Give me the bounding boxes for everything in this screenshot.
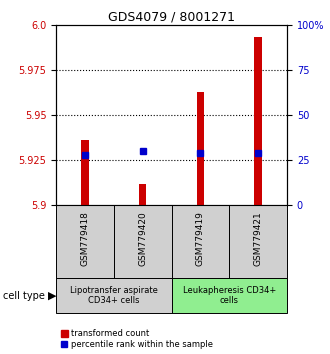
- Text: GSM779421: GSM779421: [254, 211, 263, 266]
- Text: GSM779418: GSM779418: [81, 211, 89, 266]
- Text: cell type: cell type: [3, 291, 45, 301]
- Text: Lipotransfer aspirate
CD34+ cells: Lipotransfer aspirate CD34+ cells: [70, 286, 158, 305]
- Text: ▶: ▶: [48, 291, 56, 301]
- Bar: [172, 278, 287, 313]
- Text: GSM779420: GSM779420: [138, 211, 147, 266]
- Bar: [254, 38, 262, 205]
- Bar: [81, 140, 89, 205]
- Legend: transformed count, percentile rank within the sample: transformed count, percentile rank withi…: [60, 329, 214, 350]
- Title: GDS4079 / 8001271: GDS4079 / 8001271: [108, 11, 235, 24]
- Text: GSM779419: GSM779419: [196, 211, 205, 266]
- Bar: [172, 205, 229, 278]
- Bar: [229, 205, 287, 278]
- Bar: [197, 92, 204, 205]
- Bar: [56, 278, 172, 313]
- Bar: [56, 205, 114, 278]
- Bar: [114, 205, 172, 278]
- Text: Leukapheresis CD34+
cells: Leukapheresis CD34+ cells: [183, 286, 276, 305]
- Bar: [139, 184, 147, 205]
